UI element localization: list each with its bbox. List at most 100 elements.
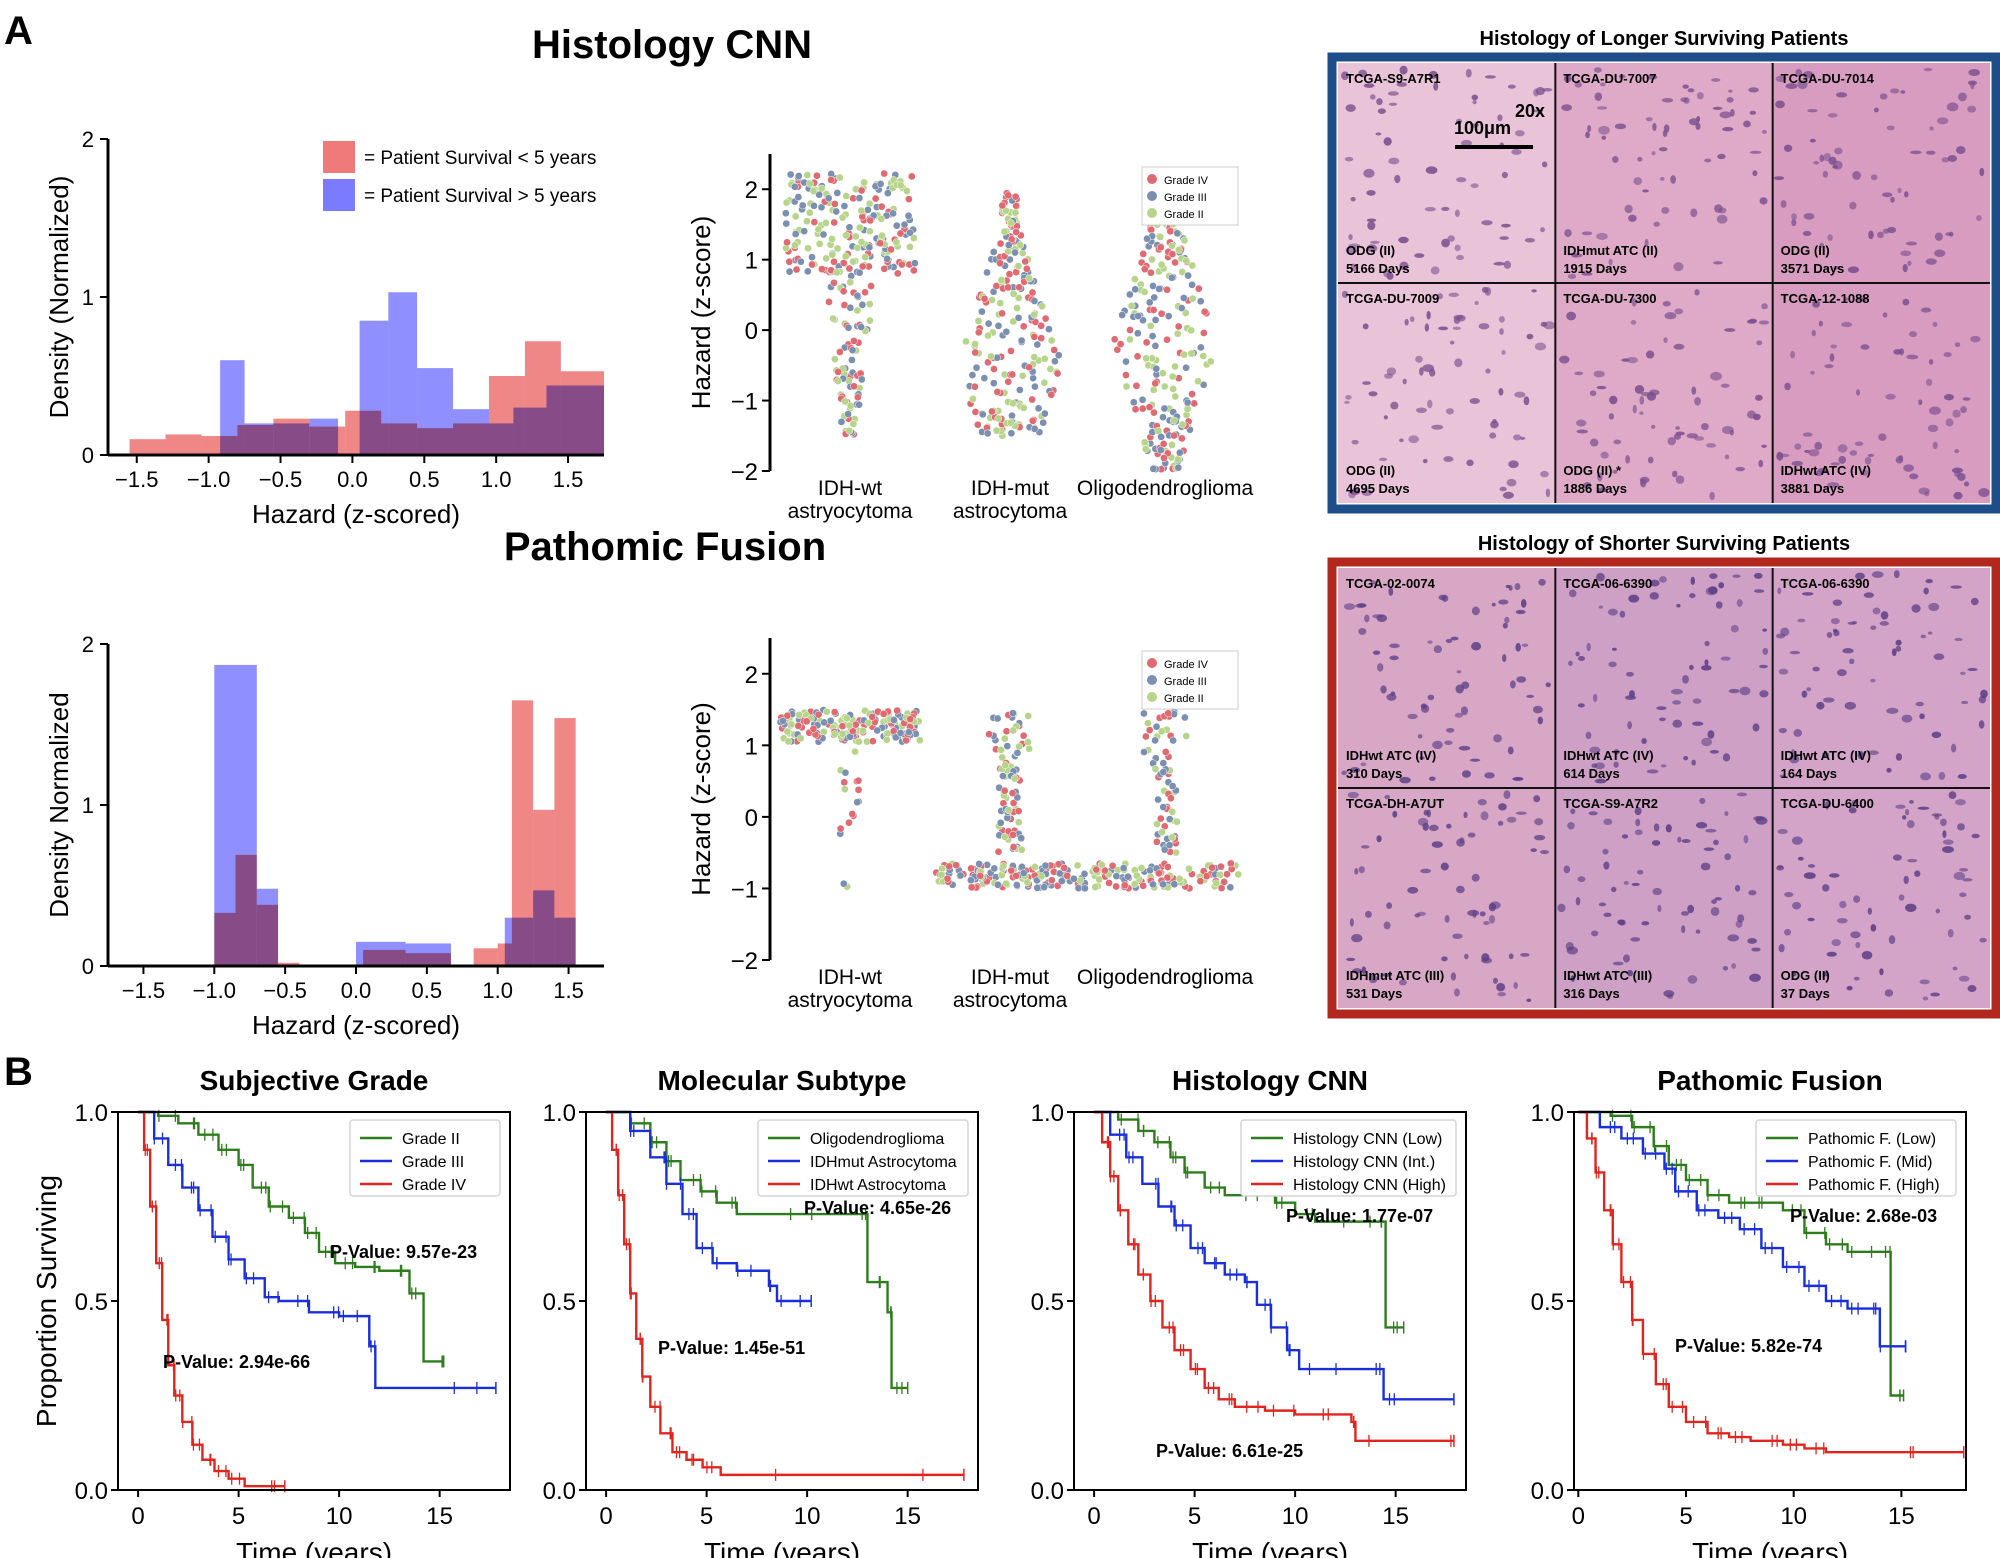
nucleus: [1407, 886, 1419, 894]
swarm-point: [1142, 732, 1150, 741]
nucleus: [1948, 791, 1957, 799]
nucleus: [1629, 690, 1635, 698]
nucleus: [1929, 406, 1941, 415]
nucleus: [1812, 666, 1820, 672]
nucleus: [1646, 74, 1658, 80]
swarm-point: [883, 255, 891, 263]
swarm-point: [1168, 250, 1177, 258]
nucleus: [1790, 749, 1796, 758]
nucleus: [1471, 642, 1482, 651]
swarm-point: [1151, 342, 1160, 350]
y-tick-label: 1.0: [543, 1100, 576, 1127]
swarm-point: [850, 337, 858, 345]
nucleus: [1879, 968, 1884, 976]
swarm-point: [1156, 233, 1165, 241]
swarm-point: [956, 871, 965, 880]
category-label: astrocytoma: [953, 989, 1068, 1012]
swarm-point: [1030, 297, 1039, 305]
nucleus: [1879, 621, 1889, 626]
swarm-point: [798, 201, 807, 210]
nucleus: [1895, 753, 1903, 761]
swarm-point: [1151, 316, 1160, 324]
nucleus: [1687, 975, 1698, 984]
y-tick-label: 0.5: [75, 1289, 108, 1316]
swarm-point: [1120, 881, 1129, 890]
nucleus: [1379, 457, 1388, 462]
nucleus: [1747, 937, 1758, 944]
nucleus: [1837, 444, 1848, 453]
nucleus: [1953, 871, 1966, 881]
nucleus: [1636, 869, 1644, 875]
nucleus: [1456, 177, 1467, 183]
swarm-point: [785, 267, 794, 276]
nucleus: [1399, 65, 1408, 75]
nucleus: [1376, 663, 1384, 672]
swarm-point: [864, 719, 873, 727]
nucleus: [1954, 637, 1963, 642]
tile-diagnosis: IDHwt ATC (IV): [1781, 463, 1871, 478]
nucleus: [1687, 904, 1695, 914]
swarm-point: [1030, 353, 1039, 361]
swarm-point: [784, 737, 793, 746]
nucleus: [1827, 482, 1840, 488]
nucleus: [1358, 69, 1368, 78]
x-tick-label: 15: [894, 1503, 921, 1530]
nucleus: [1728, 89, 1733, 93]
nucleus: [1855, 941, 1861, 949]
nucleus: [1563, 865, 1571, 874]
nucleus: [1704, 158, 1712, 163]
swarm-point: [1025, 274, 1034, 283]
swarm-point: [1019, 869, 1028, 877]
nucleus: [1749, 973, 1761, 982]
swarm-point: [1151, 736, 1159, 745]
nucleus: [1409, 316, 1415, 323]
nucleus: [1594, 778, 1607, 784]
nucleus: [1888, 935, 1896, 944]
swarm-point: [905, 195, 913, 203]
nucleus: [1920, 634, 1927, 639]
nucleus: [1422, 458, 1428, 464]
x-tick-label: −0.5: [263, 978, 306, 1003]
nucleus: [1383, 415, 1388, 420]
swarm-point: [1165, 841, 1174, 850]
tile-id: TCGA-DU-7009: [1346, 291, 1439, 306]
swarm-point: [1226, 883, 1235, 892]
swarm-point: [787, 720, 796, 729]
nucleus: [1930, 992, 1941, 997]
nucleus: [1842, 648, 1854, 654]
nucleus: [1603, 912, 1612, 917]
swarm-point: [1041, 861, 1050, 870]
nucleus: [1466, 459, 1474, 467]
swarm-point: [840, 785, 849, 794]
nucleus: [1627, 721, 1633, 730]
nucleus: [1731, 963, 1736, 969]
nucleus: [1967, 105, 1977, 113]
swarm-point: [1199, 329, 1208, 337]
swarm-point: [851, 232, 860, 241]
histology-panels: Histology of Longer Surviving PatientsTC…: [1327, 28, 2000, 1019]
nucleus: [1853, 976, 1860, 981]
swarm-point: [974, 420, 982, 429]
swarm-point: [840, 778, 849, 787]
swarm-point: [1177, 304, 1186, 312]
swarm-point: [834, 377, 842, 385]
swarm-point: [1050, 346, 1059, 354]
nucleus: [1570, 975, 1576, 982]
nucleus: [1611, 886, 1617, 893]
x-axis-label: Hazard (z-scored): [252, 499, 460, 529]
nucleus: [1358, 627, 1367, 635]
nucleus: [1762, 628, 1768, 632]
nucleus: [1854, 441, 1864, 447]
nucleus: [1934, 232, 1943, 241]
nucleus: [1628, 214, 1637, 222]
nucleus: [1349, 488, 1361, 496]
nucleus: [1749, 110, 1756, 115]
histology-title: Histology of Shorter Surviving Patients: [1478, 533, 1850, 555]
swarm-point: [1118, 311, 1126, 319]
swarm-point: [943, 874, 952, 883]
nucleus: [1667, 994, 1674, 999]
nucleus: [1653, 823, 1660, 832]
swarm-point: [845, 818, 853, 827]
nucleus: [1784, 382, 1791, 391]
nucleus: [1345, 104, 1356, 112]
